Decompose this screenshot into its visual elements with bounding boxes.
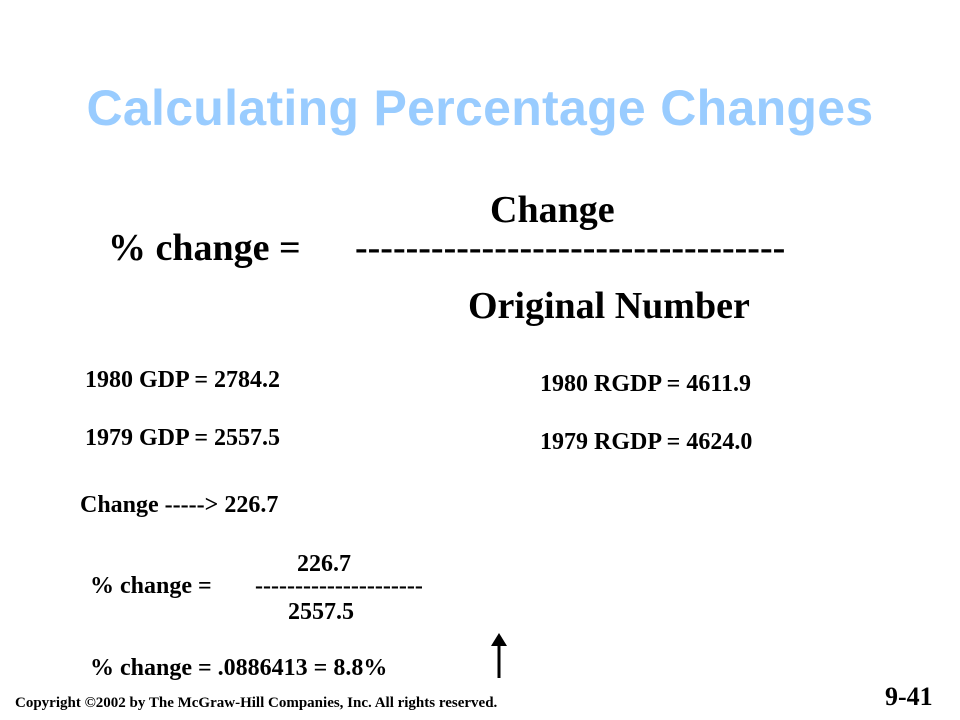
gdp-1980-line: 1980 GDP = 2784.2: [85, 367, 281, 393]
calc-lhs: % change =: [90, 573, 212, 599]
formula-fraction-bar: ----------------------------------: [355, 227, 786, 269]
calc-denominator: 2557.5: [288, 599, 354, 625]
rgdp-1979-line: 1979 RGDP = 4624.0: [540, 429, 753, 455]
formula-lhs: % change =: [108, 227, 301, 269]
calc-numerator: 226.7: [297, 551, 351, 577]
slide-number: 9-41: [885, 682, 933, 711]
rgdp-1980-line: 1980 RGDP = 4611.9: [540, 371, 752, 397]
gdp-change-line: Change -----> 226.7: [80, 492, 279, 518]
up-arrow-icon: [491, 633, 507, 678]
slide-title: Calculating Percentage Changes: [86, 80, 874, 136]
copyright-notice: Copyright ©2002 by The McGraw-Hill Compa…: [15, 695, 498, 711]
calc-result: % change = .0886413 = 8.8%: [90, 655, 388, 681]
calc-fraction-bar: ---------------------: [255, 573, 423, 599]
gdp-1979-line: 1979 GDP = 2557.5: [85, 425, 281, 451]
formula-numerator: Change: [490, 189, 615, 231]
formula-denominator: Original Number: [468, 285, 750, 327]
